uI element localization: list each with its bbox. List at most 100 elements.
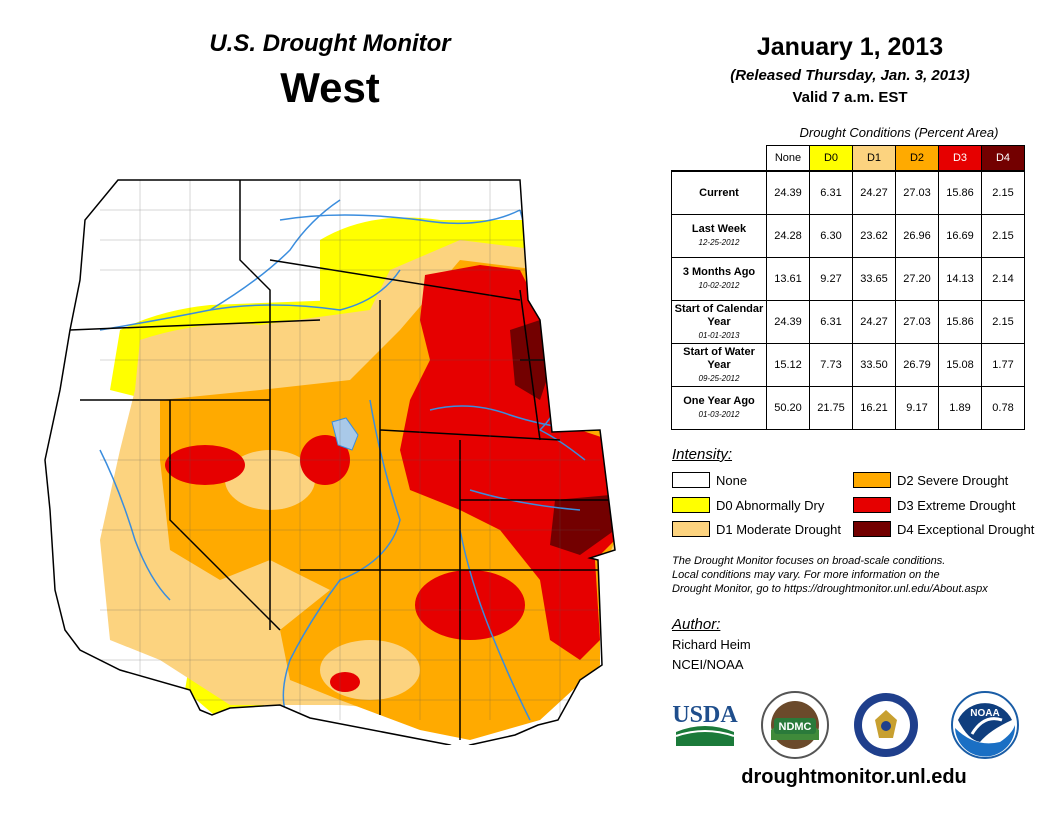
table-row-start-calendar-year: Start of Calendar Year 01-01-2013 24.39 6… xyxy=(671,300,1025,344)
dakotas-border xyxy=(519,289,541,441)
id-border xyxy=(239,180,271,400)
cell: 14.13 xyxy=(938,257,982,301)
great-salt-lake xyxy=(331,417,359,451)
snake-river xyxy=(209,269,401,311)
disclaimer-note: The Drought Monitor focuses on broad-sca… xyxy=(672,554,1042,596)
d3-nevada xyxy=(165,445,245,485)
cell: 21.75 xyxy=(809,386,853,430)
cell: 2.15 xyxy=(981,214,1025,258)
cell: 24.28 xyxy=(766,214,810,258)
website-link[interactable]: droughtmonitor.unl.edu xyxy=(741,766,967,788)
usda-logo-text: USDA xyxy=(672,702,738,728)
legend-item-d3: D3 Extreme Drought xyxy=(853,497,1016,513)
cell: 1.89 xyxy=(938,386,982,430)
legend-label: None xyxy=(716,472,748,488)
legend-label: D3 Extreme Drought xyxy=(897,497,1016,513)
cell: 1.77 xyxy=(981,343,1025,387)
table-header-row: None D0 D1 D2 D3 D4 xyxy=(672,145,1025,172)
noaa-logo: NOAA xyxy=(951,691,1019,759)
cell: 15.86 xyxy=(938,170,982,215)
header-d4: D4 xyxy=(981,145,1025,172)
cell: 33.65 xyxy=(852,257,896,301)
note-line: Drought Monitor, go to https://droughtmo… xyxy=(672,583,988,595)
legend-heading: Intensity: xyxy=(672,446,733,463)
cell: 15.08 xyxy=(938,343,982,387)
d3-plains xyxy=(400,265,615,660)
sacramento-river xyxy=(99,449,171,601)
cell: 6.31 xyxy=(809,300,853,344)
legend-swatch xyxy=(853,521,891,537)
legend-item-d2: D2 Severe Drought xyxy=(853,472,1008,488)
legend-swatch xyxy=(672,521,710,537)
table-row-one-year-ago: One Year Ago 01-03-2012 50.20 21.75 16.21… xyxy=(671,386,1025,430)
wy-co-border xyxy=(379,429,561,441)
cell: 50.20 xyxy=(766,386,810,430)
noaa-logo-text: NOAA xyxy=(970,708,999,719)
cell: 16.21 xyxy=(852,386,896,430)
valid-time: Valid 7 a.m. EST xyxy=(792,89,908,106)
cell: 6.30 xyxy=(809,214,853,258)
legend-label: D1 Moderate Drought xyxy=(716,521,842,537)
d1-pocket-arizona xyxy=(320,640,420,700)
legend-swatch xyxy=(672,472,710,488)
mt-border xyxy=(269,259,521,301)
row-label: 3 Months Ago 10-02-2012 xyxy=(671,257,767,301)
note-line: Local conditions may vary. For more info… xyxy=(672,569,940,581)
cell: 9.17 xyxy=(895,386,939,430)
d3-new-mexico xyxy=(415,570,525,640)
region-outline xyxy=(44,179,616,745)
cell: 15.86 xyxy=(938,300,982,344)
legend-swatch xyxy=(853,497,891,513)
cell: 15.12 xyxy=(766,343,810,387)
cell: 26.79 xyxy=(895,343,939,387)
ndmc-logo-text: NDMC xyxy=(779,721,812,733)
drought-conditions-table: None D0 D1 D2 D3 D4 Current 24.39 6.31 2… xyxy=(671,145,1025,430)
state-boundaries xyxy=(69,180,615,740)
cell: 24.27 xyxy=(852,300,896,344)
legend-item-d0: D0 Abnormally Dry xyxy=(672,497,824,513)
legend-swatch xyxy=(672,497,710,513)
table-row-3-months-ago: 3 Months Ago 10-02-2012 13.61 9.27 33.65 … xyxy=(671,257,1025,301)
cell: 27.20 xyxy=(895,257,939,301)
legend-label: D4 Exceptional Drought xyxy=(897,521,1035,537)
arkansas-river xyxy=(469,489,581,511)
d3-arizona xyxy=(330,672,360,692)
table-row-current: Current 24.39 6.31 24.27 27.03 15.86 2.1… xyxy=(671,170,1025,215)
columbia-river xyxy=(99,199,341,331)
legend-label: D2 Severe Drought xyxy=(897,472,1009,488)
drought-map xyxy=(44,179,616,745)
header-d1: D1 xyxy=(852,145,896,172)
cell: 9.27 xyxy=(809,257,853,301)
row-label: Last Week 12-25-2012 xyxy=(671,214,767,258)
author-heading: Author: xyxy=(672,616,721,633)
map-title: U.S. Drought Monitor xyxy=(209,30,451,57)
cell: 16.69 xyxy=(938,214,982,258)
cell: 24.27 xyxy=(852,170,896,215)
cell: 2.14 xyxy=(981,257,1025,301)
row-label: Current xyxy=(671,170,767,215)
d4-kansas xyxy=(550,495,615,555)
cell: 24.39 xyxy=(766,170,810,215)
cell: 27.03 xyxy=(895,300,939,344)
county-lines xyxy=(100,180,600,720)
header-none: None xyxy=(766,145,810,172)
legend-swatch xyxy=(853,472,891,488)
doc-seal-logo xyxy=(854,693,918,757)
legend-item-none: None xyxy=(672,472,747,488)
release-date: (Released Thursday, Jan. 3, 2013) xyxy=(730,67,970,84)
cell: 6.31 xyxy=(809,170,853,215)
header-d2: D2 xyxy=(895,145,939,172)
ca-nv-border xyxy=(169,400,281,631)
author-org: NCEI/NOAA xyxy=(672,657,744,672)
ndmc-logo: NDMC xyxy=(761,691,829,759)
table-row-start-water-year: Start of Water Year 09-25-2012 15.12 7.73… xyxy=(671,343,1025,387)
cell: 33.50 xyxy=(852,343,896,387)
cell: 0.78 xyxy=(981,386,1025,430)
legend-item-d1: D1 Moderate Drought xyxy=(672,521,841,537)
row-label: Start of Water Year 09-25-2012 xyxy=(671,343,767,387)
legend-item-d4: D4 Exceptional Drought xyxy=(853,521,1034,537)
cell: 13.61 xyxy=(766,257,810,301)
cell: 2.15 xyxy=(981,300,1025,344)
region-title: West xyxy=(280,64,380,111)
or-wa-border xyxy=(69,319,321,331)
